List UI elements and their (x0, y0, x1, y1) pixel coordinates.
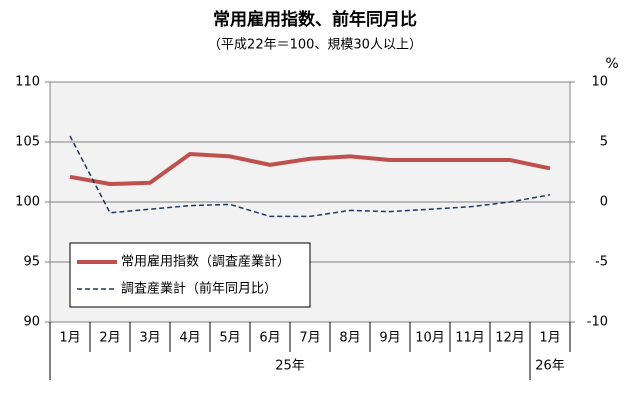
x-tick-label: 6月 (259, 331, 280, 346)
chart-subtitle: （平成22年＝100、規模30人以上） (208, 38, 422, 53)
x-tick-label: 9月 (379, 331, 400, 346)
x-tick-label: 7月 (299, 331, 320, 346)
y-tick-label: 100 (15, 195, 40, 210)
chart-title: 常用雇用指数、前年同月比 (213, 9, 417, 30)
legend-box (69, 242, 311, 308)
y-tick-label: 110 (15, 75, 40, 90)
x-tick-label: 4月 (179, 331, 200, 346)
legend-label: 調査産業計（前年同月比） (121, 281, 277, 297)
x-tick-label: 11月 (455, 331, 485, 346)
x-tick-label: 10月 (415, 331, 445, 346)
y-tick-label: 95 (23, 255, 40, 270)
x-tick-label: 8月 (339, 331, 360, 346)
x-tick-label: 2月 (99, 331, 120, 346)
x-tick-label: 1月 (59, 331, 80, 346)
legend-label: 常用雇用指数（調査産業計） (121, 254, 290, 270)
y-tick-label: 105 (15, 135, 40, 150)
x-tick-label: 5月 (219, 331, 240, 346)
x-tick-label: 1月 (539, 331, 560, 346)
y2-unit: % (605, 56, 618, 72)
y2-tick-label: 0 (600, 195, 608, 210)
year-label: 26年 (535, 359, 565, 374)
x-tick-label: 3月 (139, 331, 160, 346)
y2-tick-label: -10 (587, 315, 608, 330)
y2-tick-label: -5 (595, 255, 608, 270)
y2-tick-label: 10 (591, 75, 608, 90)
x-tick-label: 12月 (495, 331, 525, 346)
y2-tick-label: 5 (600, 135, 608, 150)
line-series (69, 151, 551, 187)
y-tick-label: 90 (23, 315, 40, 330)
line-series (69, 135, 551, 218)
year-label: 25年 (275, 359, 305, 374)
